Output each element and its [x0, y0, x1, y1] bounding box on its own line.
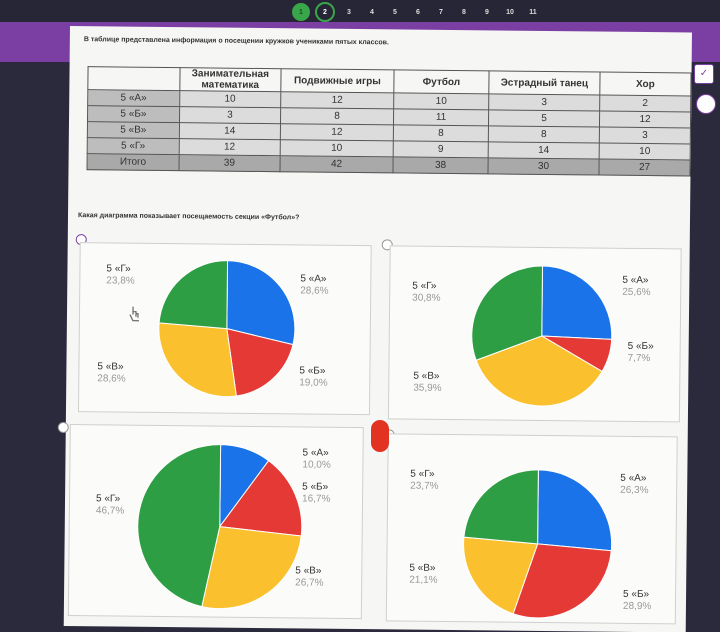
- table-cell: 3: [599, 127, 691, 145]
- table-cell: 12: [280, 123, 394, 141]
- slice-label-v: 5 «В» 26,7%: [295, 565, 324, 589]
- table-cell: 11: [393, 108, 489, 126]
- table-cell: 3: [488, 93, 600, 112]
- task-sheet: В таблице представлена информация о посе…: [57, 26, 692, 632]
- option-3-card[interactable]: 5 «А» 10,0% 5 «Б» 16,7% 5 «В» 26,7% 5 «Г» 46…: [67, 424, 364, 620]
- pie-chart-option-4: [463, 469, 613, 619]
- table-row-label: 5 «Б»: [87, 105, 180, 123]
- slice-label-g: 5 «Г» 23,8%: [106, 263, 135, 287]
- table-cell: 14: [488, 141, 600, 160]
- page-button-3[interactable]: 3: [347, 8, 351, 16]
- table-cell: 39: [178, 154, 281, 172]
- pie-slice: [537, 469, 613, 552]
- table-cell: 10: [280, 139, 394, 157]
- pie-slice: [463, 469, 539, 545]
- page-button-10[interactable]: 10: [506, 8, 514, 16]
- pie-chart-option-2: [471, 265, 613, 407]
- pie-slice: [218, 460, 303, 537]
- table-cell: 27: [598, 159, 691, 177]
- table-header-cell: Футбол: [393, 69, 489, 94]
- page-button-1[interactable]: 1: [292, 3, 310, 21]
- pie-slice: [475, 335, 603, 407]
- slice-label-v: 5 «В» 21,1%: [409, 562, 438, 586]
- pie-slice: [463, 536, 539, 615]
- page-button-8[interactable]: 8: [462, 8, 466, 16]
- hand-cursor-icon: [129, 306, 139, 322]
- option-3-radio[interactable]: [57, 421, 69, 434]
- table-cell: 38: [393, 156, 489, 174]
- table-cell: 2: [599, 95, 691, 113]
- table-cell: 8: [280, 107, 394, 125]
- radio-icon[interactable]: [696, 94, 716, 114]
- option-1-card[interactable]: 5 «А» 28,6% 5 «Б» 19,0% 5 «В» 28,6% 5 «Г» 23…: [77, 242, 372, 416]
- page-button-6[interactable]: 6: [416, 8, 420, 16]
- slice-label-a: 5 «А» 25,6%: [622, 274, 651, 299]
- table-row-label: 5 «А»: [87, 89, 180, 107]
- pie-slice: [201, 526, 302, 610]
- page-button-4[interactable]: 4: [370, 8, 374, 16]
- table-header-cell: Занимательная математика: [179, 67, 281, 92]
- slice-label-v: 5 «В» 35,9%: [413, 370, 442, 394]
- slice-label-a: 5 «А» 26,3%: [620, 472, 649, 497]
- question-pager: 1 2 3 4 5 6 7 8 9 10 11: [292, 2, 547, 22]
- table-row-label: Итого: [86, 153, 179, 171]
- option-2-card[interactable]: 5 «А» 25,6% 5 «Б» 7,7% 5 «В» 35,9% 5 «Г» 30,…: [387, 245, 682, 423]
- pie-slice: [471, 265, 544, 361]
- slice-label-b: 5 «Б» 28,9%: [622, 588, 652, 613]
- question-text: В таблице представлена информация о посе…: [83, 36, 389, 47]
- table-cell: 12: [178, 138, 281, 156]
- pie-slice: [226, 328, 294, 397]
- page-button-5[interactable]: 5: [393, 8, 397, 16]
- pie-chart-option-3: [137, 444, 303, 610]
- table-header-cell: [87, 66, 180, 91]
- table-header-cell: Хор: [599, 72, 692, 97]
- table-cell: 10: [393, 92, 489, 110]
- page-button-11[interactable]: 11: [529, 8, 537, 16]
- table-row-label: 5 «Г»: [87, 137, 180, 155]
- pointer-cursor-icon: [371, 420, 389, 452]
- table-cell: 42: [279, 155, 394, 173]
- page-button-9[interactable]: 9: [485, 8, 489, 16]
- slice-label-v: 5 «В» 28,6%: [97, 361, 126, 385]
- table-cell: 14: [179, 122, 281, 140]
- table-cell: 5: [488, 109, 600, 128]
- table-header-cell: Эстрадный танец: [488, 70, 601, 96]
- table-cell: 8: [393, 124, 489, 142]
- page-button-7[interactable]: 7: [439, 8, 443, 16]
- slice-label-a: 5 «А» 10,0%: [302, 447, 331, 471]
- answer-prompt: Какая диаграмма показывает посещаемость …: [77, 212, 300, 222]
- table-cell: 12: [599, 111, 691, 129]
- table-cell: 9: [393, 140, 489, 158]
- slice-label-a: 5 «А» 28,6%: [300, 273, 329, 297]
- table-cell: 12: [280, 91, 394, 109]
- check-icon[interactable]: ✓: [694, 64, 714, 84]
- table-cell: 30: [487, 157, 600, 176]
- pie-slice: [541, 265, 613, 340]
- slice-label-g: 5 «Г» 23,7%: [410, 468, 439, 492]
- slice-label-b: 5 «Б» 19,0%: [299, 365, 328, 389]
- pie-slice: [226, 260, 296, 346]
- pie-slice: [137, 444, 222, 608]
- table-cell: 8: [488, 125, 600, 144]
- table-cell: 3: [179, 106, 281, 124]
- pie-chart-option-1: [158, 260, 296, 398]
- option-4-card[interactable]: 5 «А» 26,3% 5 «Б» 28,9% 5 «В» 21,1% 5 «Г» 23…: [385, 433, 678, 625]
- table-cell: 10: [599, 143, 691, 161]
- pie-slice: [158, 322, 237, 398]
- page-button-2[interactable]: 2: [315, 2, 335, 22]
- table-header-cell: Подвижные игры: [280, 68, 395, 93]
- table-row-label: 5 «В»: [87, 121, 180, 139]
- slice-label-b: 5 «Б» 16,7%: [302, 481, 331, 505]
- slice-label-b: 5 «Б» 7,7%: [627, 340, 654, 365]
- table-cell: 10: [179, 90, 281, 108]
- pie-slice: [158, 260, 229, 330]
- slice-label-g: 5 «Г» 46,7%: [95, 493, 125, 517]
- attendance-table: Занимательная математика Подвижные игры …: [86, 66, 692, 177]
- slice-label-g: 5 «Г» 30,8%: [412, 280, 441, 304]
